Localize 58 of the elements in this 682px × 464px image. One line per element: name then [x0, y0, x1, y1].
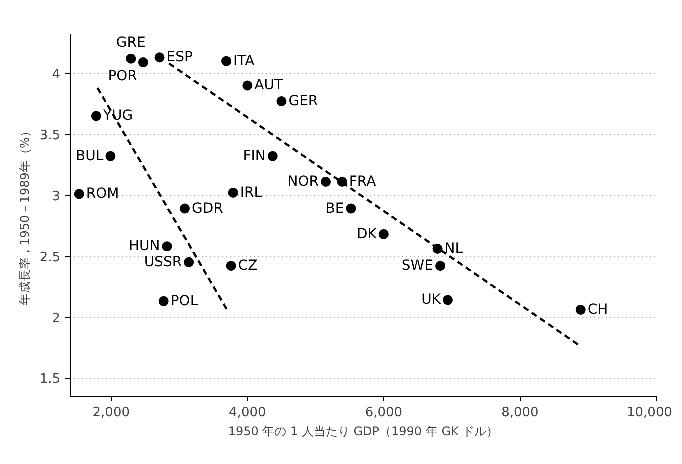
x-tick-label: 2,000: [92, 406, 130, 420]
point: [436, 261, 446, 272]
series-label: POR: [108, 68, 138, 85]
series-label: IRL: [240, 184, 262, 201]
point: [226, 261, 236, 272]
series-label: FRA: [349, 174, 377, 190]
point: [74, 189, 84, 200]
series-label: FIN: [243, 148, 266, 164]
y-tick-label: 2.5: [40, 250, 61, 266]
y-tick-label: 2: [52, 311, 61, 326]
y-tick-label: 3: [52, 189, 61, 204]
series-label: UK: [422, 292, 442, 308]
series-label: NOR: [288, 174, 320, 190]
series-label: GER: [288, 94, 318, 110]
y-tick-label: 1.5: [40, 372, 61, 388]
point: [268, 151, 278, 162]
point: [158, 296, 169, 306]
series-label: BE: [326, 200, 344, 217]
point: [180, 204, 190, 214]
series-label: CH: [588, 302, 608, 318]
point: [162, 242, 172, 252]
y-axis-title: 年成長率，1950－1989年（%）: [18, 125, 32, 306]
point: [321, 176, 332, 187]
series-label: POL: [170, 293, 198, 310]
series-label: ITA: [234, 53, 256, 70]
point: [442, 295, 453, 306]
series-label: ESP: [166, 50, 193, 66]
point: [276, 96, 287, 107]
series-label: HUN: [129, 238, 160, 255]
series-label: DK: [356, 226, 378, 242]
series-label: USSR: [144, 254, 182, 270]
point: [378, 229, 389, 240]
y-tick-label: 4: [52, 68, 61, 83]
x-tick-label: 6,000: [365, 406, 403, 420]
point: [154, 52, 165, 63]
point: [184, 257, 194, 268]
point: [346, 204, 356, 214]
series-label: SWE: [402, 258, 434, 274]
series-label: GDR: [192, 200, 224, 217]
point: [228, 188, 238, 198]
point: [576, 304, 586, 315]
y-tick-label: 3.5: [40, 128, 61, 144]
series-label: BUL: [76, 148, 104, 164]
point: [222, 56, 232, 66]
point: [138, 58, 148, 68]
point: [126, 54, 136, 64]
x-axis-title: 1950 年の 1 人当たり GDP（1990 年 GK ドル）: [228, 424, 499, 438]
x-tick-label: 10,000: [627, 406, 673, 420]
point: [106, 151, 116, 162]
series-label: CZ: [238, 258, 258, 274]
series-label: GRE: [116, 34, 146, 51]
point: [91, 111, 102, 122]
x-tick-label: 8,000: [502, 406, 539, 420]
series-label: NL: [444, 241, 464, 258]
series-label: ROM: [86, 186, 120, 202]
series-label: AUT: [254, 78, 284, 94]
point: [242, 80, 253, 91]
x-tick-label: 4,000: [229, 406, 266, 420]
